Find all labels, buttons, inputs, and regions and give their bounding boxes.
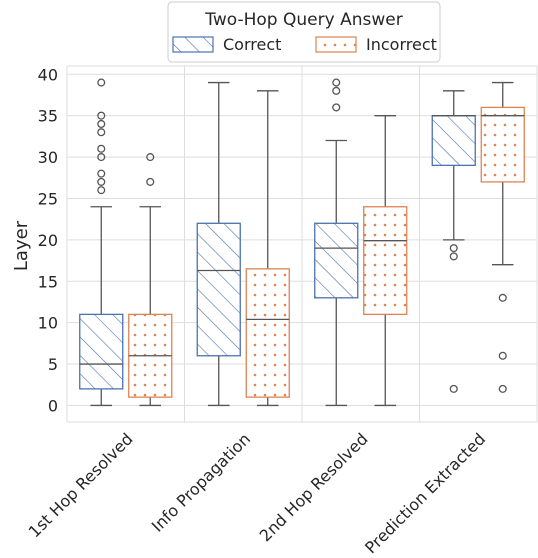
outlier-point <box>332 86 341 95</box>
outlier-point <box>332 103 341 112</box>
box-correct-0 <box>79 78 124 407</box>
box-incorrect-3 <box>480 81 525 393</box>
outlier-point <box>97 119 106 129</box>
box-incorrect-0 <box>128 153 173 407</box>
y-tick-label: 35 <box>38 107 58 126</box>
outlier-point <box>97 78 106 87</box>
legend-label-incorrect: Incorrect <box>366 35 437 54</box>
y-tick-labels: 0 5 10 15 20 25 30 35 40 <box>38 65 58 415</box>
y-tick-label: 10 <box>38 314 58 333</box>
box-body <box>431 115 476 166</box>
outlier-point <box>449 252 458 261</box>
legend-frame <box>167 1 441 63</box>
y-tick-label: 30 <box>38 148 58 167</box>
outlier-point <box>332 78 341 87</box>
y-tick-label: 40 <box>38 65 58 84</box>
outlier-point <box>146 177 155 186</box>
boxes <box>79 78 525 407</box>
y-tick-label: 20 <box>38 231 58 250</box>
outlier-point <box>97 169 106 178</box>
outlier-point <box>498 293 507 302</box>
y-tick-label: 5 <box>48 355 58 374</box>
legend: Two-Hop Query Answer Correct Incorrect <box>167 1 441 63</box>
box-incorrect-2 <box>363 115 408 407</box>
legend-label-correct: Correct <box>223 35 281 54</box>
category-label: Info Propagation <box>148 429 254 535</box>
y-tick-label: 25 <box>38 189 58 208</box>
category-labels: 1st Hop Resolved Info Propagation 2nd Hop … <box>25 429 489 557</box>
legend-title: Two-Hop Query Answer <box>204 10 402 30</box>
plot-frame <box>66 65 538 423</box>
category-label: Prediction Extracted <box>361 429 489 557</box>
outlier-point <box>97 186 106 195</box>
outlier-point <box>449 384 458 393</box>
outlier-point <box>449 244 458 253</box>
legend-swatch-correct <box>172 36 214 53</box>
box-incorrect-1 <box>245 90 290 407</box>
outlier-point <box>97 153 106 162</box>
outlier-point <box>97 111 106 120</box>
box-body <box>196 222 241 357</box>
outlier-point <box>97 177 106 186</box>
outlier-point <box>498 351 507 360</box>
y-tick-label: 15 <box>38 272 58 291</box>
box-body <box>480 106 525 183</box>
category-label: 1st Hop Resolved <box>25 429 137 541</box>
legend-swatch-incorrect <box>315 36 357 53</box>
outlier-point <box>146 153 155 162</box>
y-axis-label: Layer <box>11 220 32 271</box>
category-label: 2nd Hop Resolved <box>256 429 372 545</box>
box-body <box>363 206 408 316</box>
y-tick-label: 0 <box>48 396 58 415</box>
outlier-point <box>498 384 507 393</box>
box-correct-2 <box>314 78 359 407</box>
box-body <box>245 268 290 398</box>
box-correct-1 <box>196 81 241 407</box>
box-body <box>79 313 124 390</box>
box-correct-3 <box>431 90 476 393</box>
outlier-point <box>97 144 106 153</box>
outlier-point <box>97 128 106 137</box>
box-body <box>314 222 359 299</box>
